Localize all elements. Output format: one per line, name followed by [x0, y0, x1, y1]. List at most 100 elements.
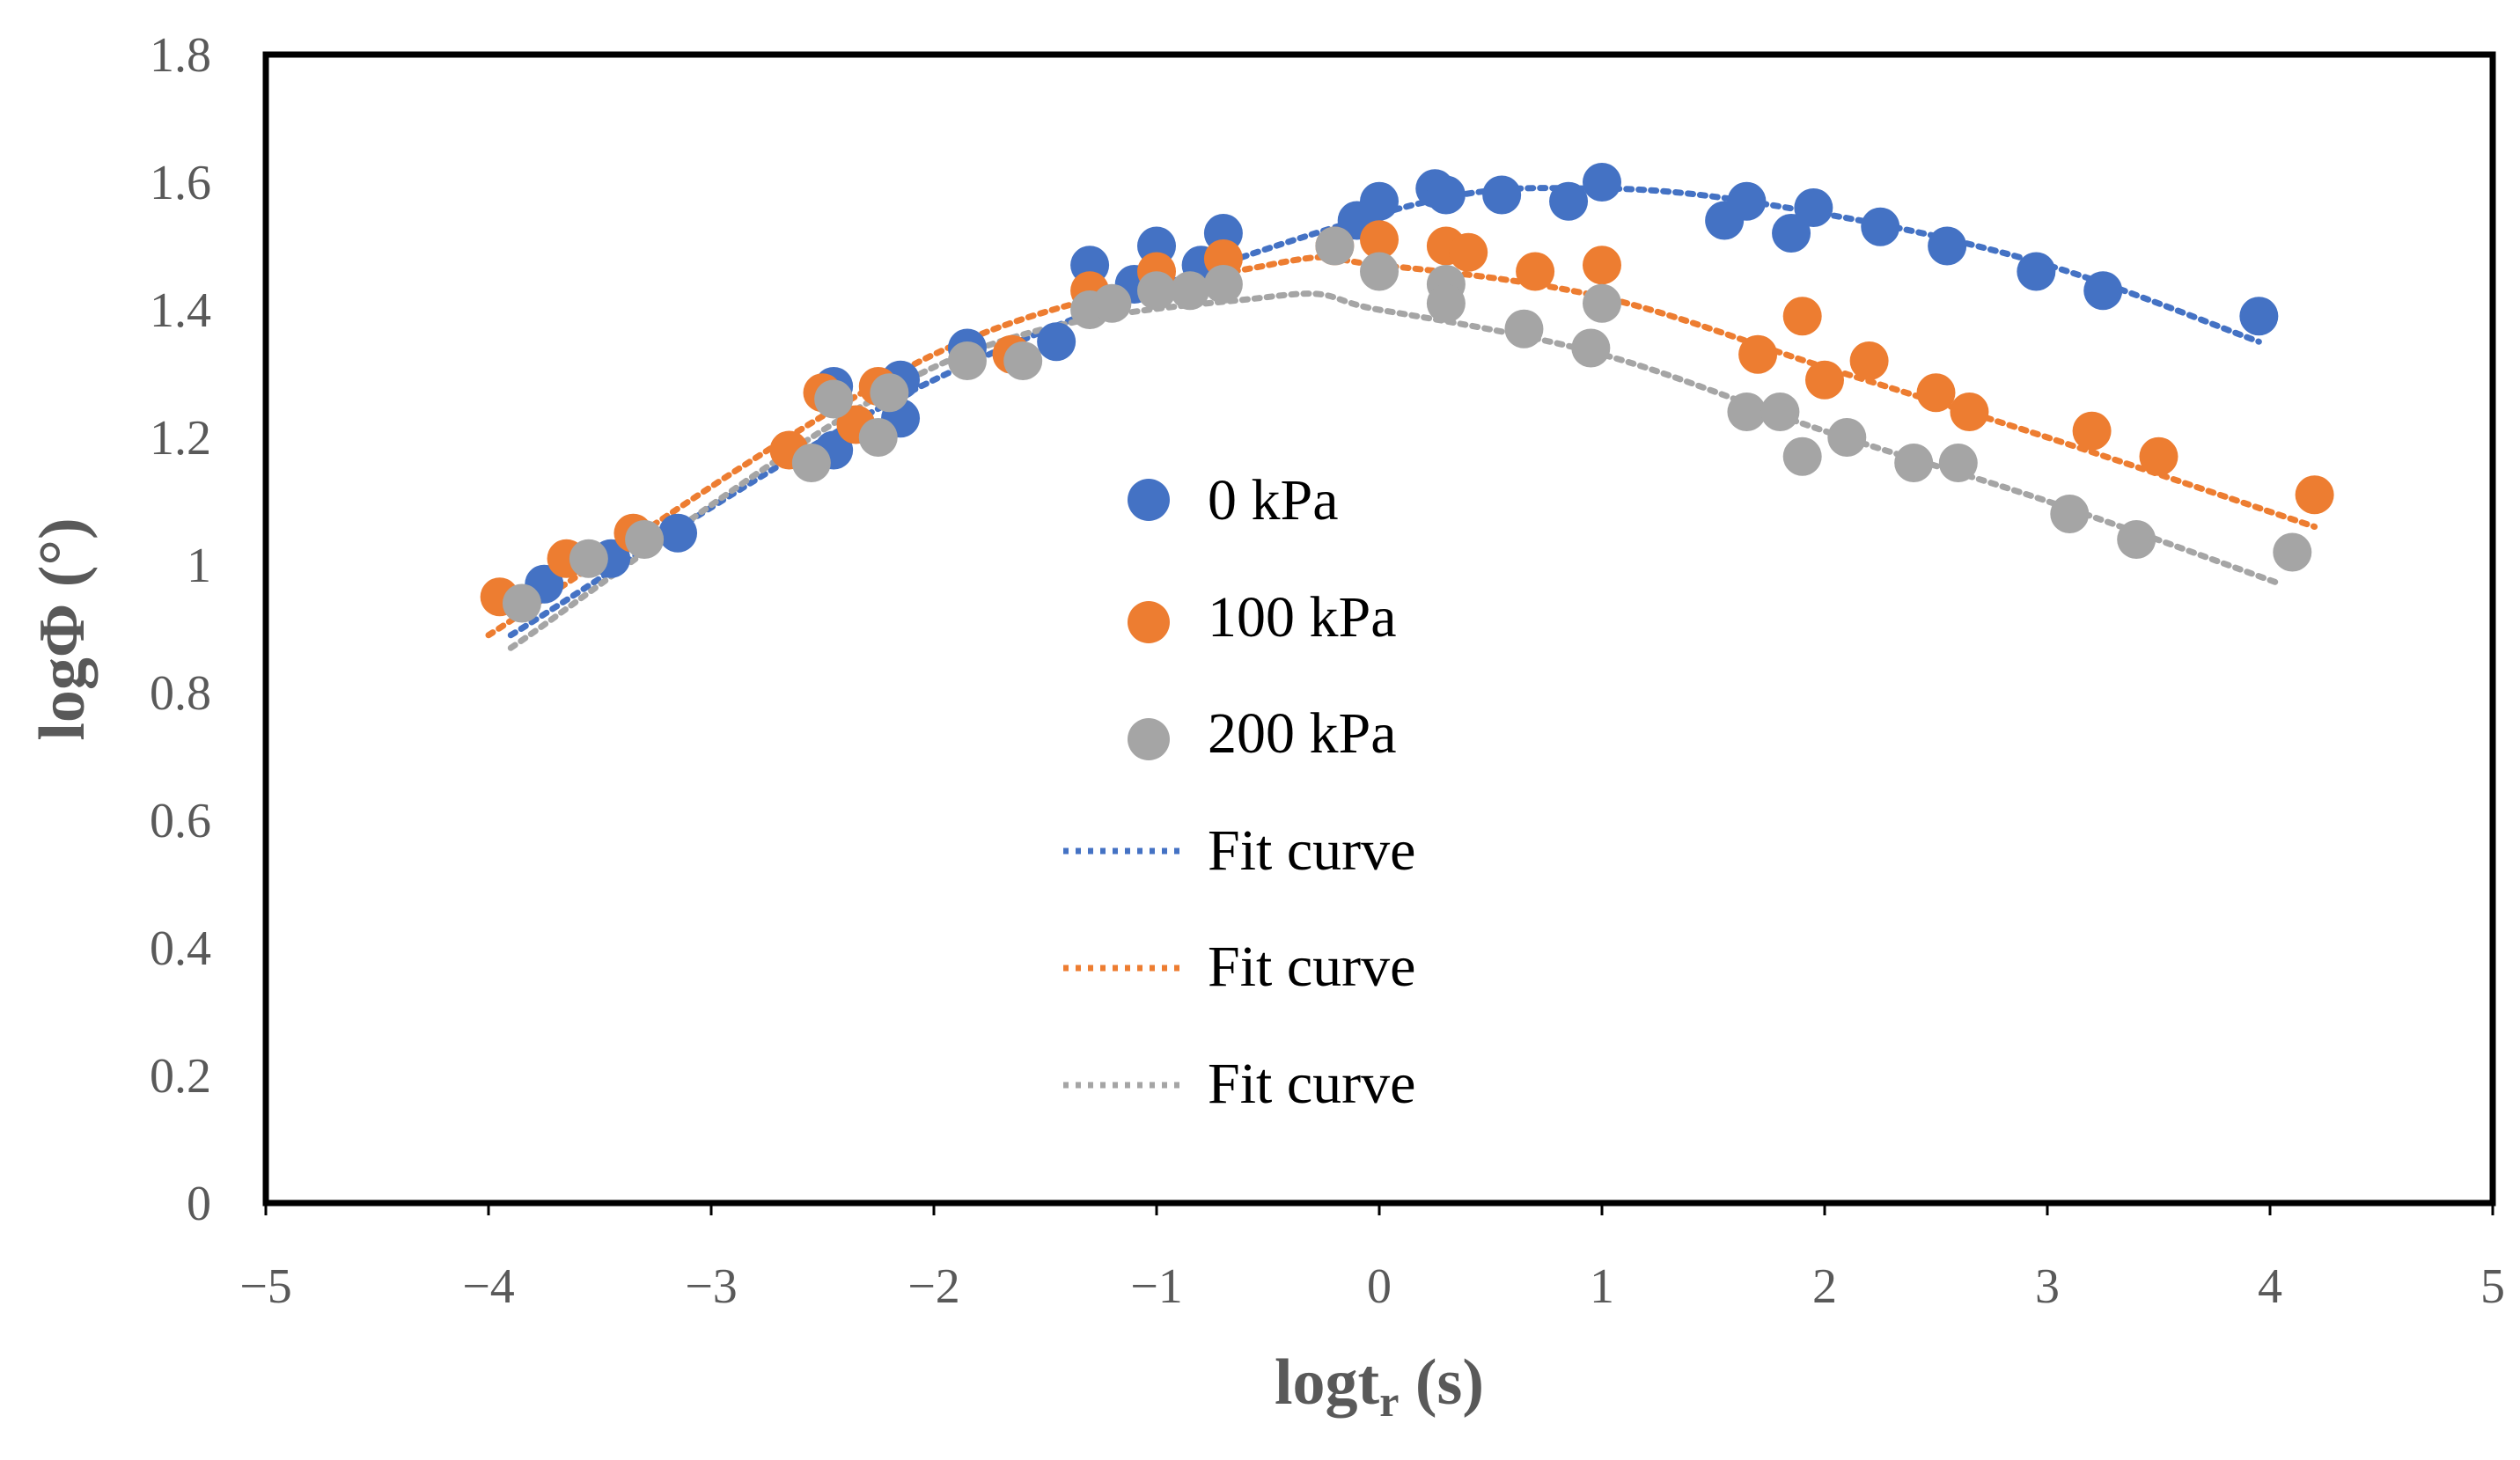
data-point [1426, 283, 1466, 323]
y-tick-label: 1.2 [150, 411, 211, 466]
data-point [814, 379, 854, 419]
y-tick-label: 0.2 [150, 1049, 211, 1104]
data-point [1805, 360, 1844, 400]
data-point [1549, 181, 1589, 221]
data-point [1037, 322, 1076, 362]
data-point [1794, 188, 1833, 227]
legend-label-fit-gray: Fit curve [1208, 1052, 1415, 1116]
x-tick-label: 4 [2258, 1259, 2282, 1314]
x-tick-label: −2 [907, 1259, 960, 1314]
data-point [870, 373, 909, 413]
y-tick-label: 0 [187, 1177, 211, 1231]
y-tick-label: 1 [187, 539, 211, 593]
data-point [1360, 252, 1399, 291]
legend: 0 kPa 100 kPa 200 kPa Fit curve Fit curv… [1063, 468, 1415, 1116]
data-point [1950, 393, 1989, 431]
x-tick-label: 2 [1812, 1259, 1837, 1314]
data-point [1916, 373, 1956, 413]
y-tick-label: 1.8 [150, 28, 211, 83]
data-point [947, 341, 987, 380]
y-tick-label: 1.4 [150, 283, 211, 338]
data-point [1504, 309, 1544, 348]
data-point [1092, 283, 1132, 323]
legend-label-200kpa: 200 kPa [1208, 701, 1397, 766]
data-point [1571, 328, 1611, 368]
data-point [1928, 226, 1967, 266]
x-tick-label: −4 [462, 1259, 515, 1314]
data-point [1360, 220, 1399, 260]
data-point [791, 444, 831, 482]
data-point [502, 583, 541, 623]
legend-marker-100kpa [1128, 601, 1170, 643]
series-200-kpa [502, 226, 2312, 623]
data-point [1449, 232, 1488, 272]
data-point [1782, 437, 1822, 476]
x-axis-title-subscript: r [1379, 1376, 1399, 1426]
x-tick-label: 3 [2035, 1259, 2060, 1314]
legend-label-0kpa: 0 kPa [1208, 468, 1339, 532]
data-point [2273, 532, 2312, 572]
x-tick-label: −5 [239, 1259, 292, 1314]
x-tick-label: −3 [685, 1259, 738, 1314]
legend-item-100kpa: 100 kPa [1128, 585, 1397, 649]
legend-item-200kpa: 200 kPa [1128, 701, 1397, 766]
legend-label-fit-blue: Fit curve [1208, 818, 1415, 883]
data-point [1738, 334, 1778, 374]
data-point [1760, 393, 1800, 431]
legend-marker-200kpa [1128, 718, 1170, 760]
data-point [2139, 437, 2178, 476]
data-point [625, 520, 665, 559]
data-point [2017, 252, 2056, 291]
data-point [1849, 341, 1889, 380]
data-point [1203, 265, 1243, 304]
data-point [1137, 271, 1176, 311]
data-point [2239, 297, 2279, 336]
data-point [2083, 271, 2123, 311]
data-point [1727, 181, 1767, 221]
data-point [1861, 207, 1900, 246]
data-point [569, 539, 608, 578]
data-point [1360, 181, 1399, 221]
y-tick-label: 1.6 [150, 156, 211, 210]
y-axis-ticks: 0 0.2 0.4 0.6 0.8 1 1.2 1.4 1.6 1.8 [150, 28, 211, 1231]
x-axis-title: logtr (s) [1275, 1346, 1484, 1426]
y-tick-label: 0.8 [150, 666, 211, 721]
x-tick-label: 5 [2480, 1259, 2505, 1314]
data-point [1583, 246, 1621, 285]
data-point [858, 418, 898, 457]
x-axis-ticks: −5 −4 −3 −2 −1 0 1 2 3 4 5 [239, 1203, 2505, 1314]
x-tick-label: 1 [1590, 1259, 1614, 1314]
x-tick-label: 0 [1367, 1259, 1392, 1314]
data-point [1782, 297, 1822, 336]
legend-item-0kpa: 0 kPa [1128, 468, 1339, 532]
data-point [1315, 226, 1355, 266]
data-point [1583, 283, 1621, 323]
y-tick-label: 0.4 [150, 921, 211, 976]
data-point [1482, 175, 1522, 215]
data-points [480, 163, 2334, 623]
legend-label-100kpa: 100 kPa [1208, 585, 1397, 649]
legend-marker-0kpa [1128, 479, 1170, 521]
data-point [1003, 341, 1043, 380]
data-point [2117, 520, 2156, 559]
legend-item-fit-gray: Fit curve [1063, 1052, 1415, 1116]
data-point [2072, 411, 2112, 451]
data-point [658, 513, 698, 553]
data-point [1938, 444, 1978, 482]
legend-label-fit-orange: Fit curve [1208, 935, 1415, 999]
x-tick-label: −1 [1130, 1259, 1183, 1314]
data-point [1772, 214, 1811, 253]
data-point [1426, 175, 1466, 215]
legend-item-fit-orange: Fit curve [1063, 935, 1415, 999]
y-tick-label: 0.6 [150, 794, 211, 848]
y-axis-title: logΦ (°) [26, 517, 99, 740]
data-point [1516, 252, 1555, 291]
data-point [1170, 271, 1209, 311]
legend-item-fit-blue: Fit curve [1063, 818, 1415, 883]
data-point [1583, 163, 1621, 202]
data-point [1727, 393, 1767, 431]
data-point [2295, 475, 2334, 515]
x-axis-title-unit: (s) [1399, 1346, 1484, 1419]
x-axis-title-main: logt [1275, 1346, 1380, 1419]
